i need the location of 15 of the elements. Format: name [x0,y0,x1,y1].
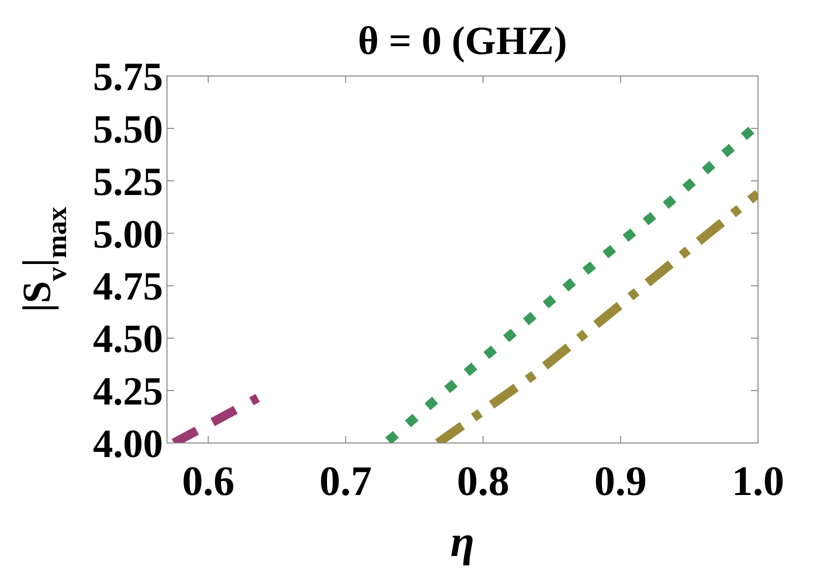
y-tick-label: 5.50 [93,106,163,152]
x-tick-label: 0.8 [456,459,510,505]
y-tick-label: 5.25 [93,158,163,204]
x-tick-label: 0.6 [182,459,234,505]
chart-title: θ = 0 (GHZ) [358,18,568,63]
y-tick-label: 5.75 [93,54,163,99]
x-axis-title: η [450,517,475,566]
x-tick-label: 0.9 [594,459,647,505]
y-tick-label: 4.00 [93,421,163,466]
x-tick-label: 1.0 [732,459,784,505]
y-tick-label: 5.00 [93,211,163,256]
y-tick-label: 4.25 [93,368,163,414]
x-tick-label: 0.7 [319,459,372,505]
y-tick-label: 4.75 [93,264,163,309]
y-tick-label: 4.50 [93,316,163,362]
